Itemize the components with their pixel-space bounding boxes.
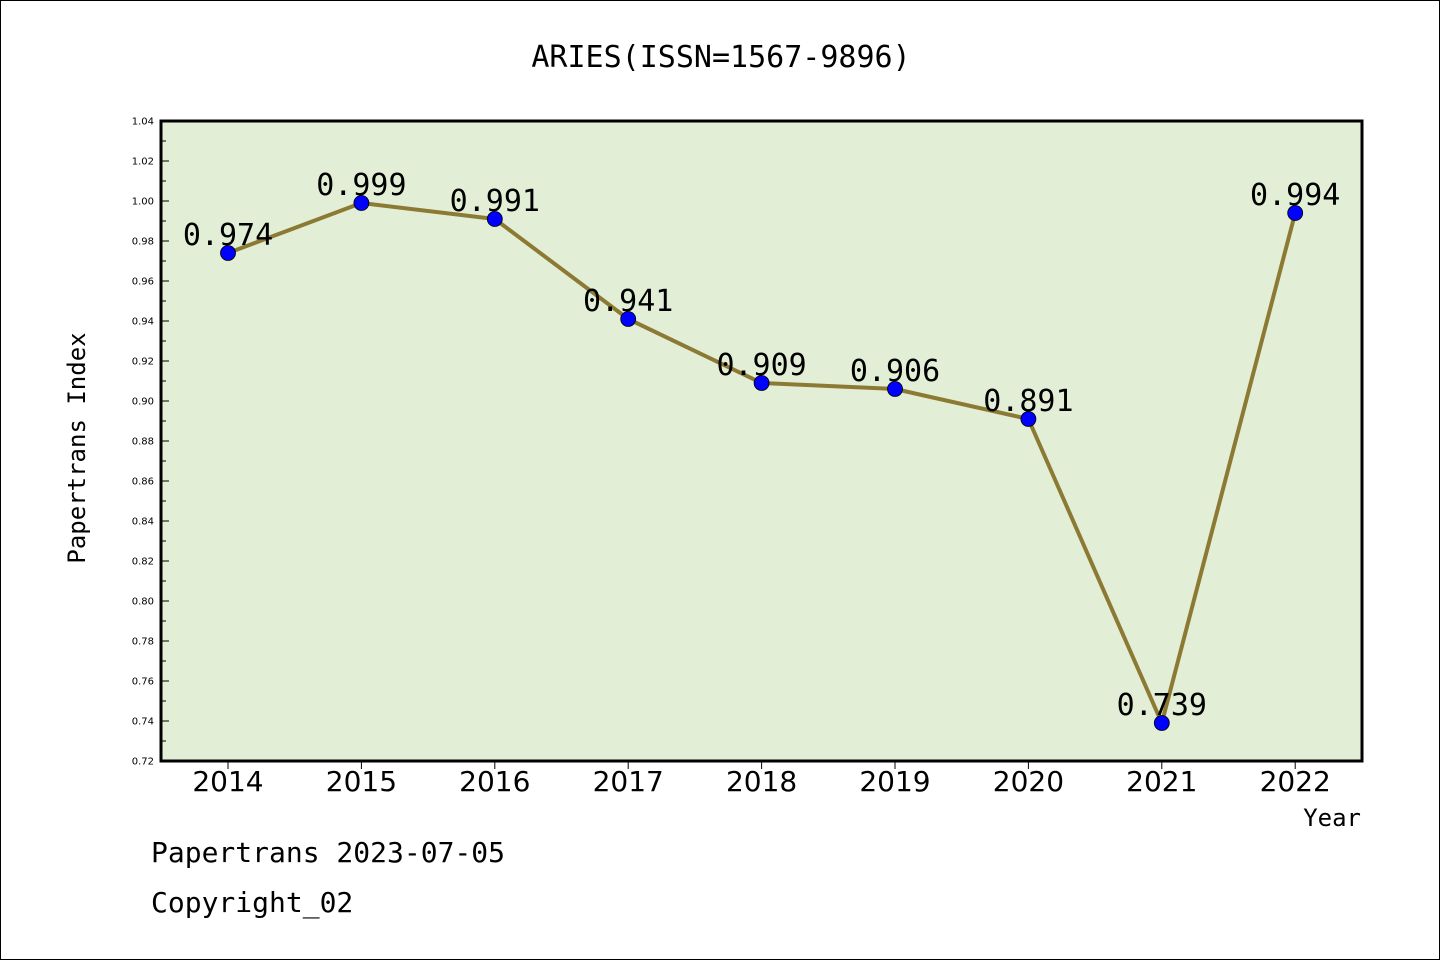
y-axis: 0.72 0.74 0.76 0.78 0.80 0.82 0.84 0.86 0.88 0.90… — [132, 117, 169, 768]
y-tick-label: 0.92 — [132, 357, 154, 368]
y-tick-label: 0.86 — [132, 477, 154, 488]
data-point-marker — [486, 211, 503, 227]
chart-title: ARIES(ISSN=1567-9896) — [531, 40, 910, 75]
x-tick-label: 2022 — [1260, 765, 1331, 798]
x-tick-label: 2015 — [326, 765, 397, 798]
x-tick-label: 2016 — [459, 765, 530, 798]
y-tick-label: 0.98 — [132, 237, 154, 248]
data-label: 0.909 — [716, 348, 806, 383]
x-tick-label: 2020 — [993, 765, 1064, 798]
x-tick-label: 2021 — [1126, 765, 1197, 798]
y-tick-label: 0.76 — [132, 677, 154, 688]
data-markers — [220, 195, 1304, 731]
y-tick-label: 1.02 — [132, 157, 154, 168]
x-axis: 2014 2015 2016 2017 2018 2019 2020 2021 2022 — [192, 761, 1331, 798]
data-point-marker — [1020, 411, 1037, 427]
data-label: 0.906 — [850, 354, 940, 389]
y-tick-label: 1.00 — [132, 197, 154, 208]
y-axis-label: Papertrans Index — [63, 332, 91, 563]
y-tick-label: 0.84 — [132, 517, 154, 528]
x-tick-label: 2017 — [593, 765, 664, 798]
data-label: 0.941 — [583, 284, 673, 319]
y-tick-label: 0.88 — [132, 437, 154, 448]
data-point-marker — [887, 381, 903, 397]
data-label: 0.974 — [183, 218, 273, 253]
data-label: 0.991 — [450, 184, 540, 219]
data-label: 0.999 — [316, 168, 406, 203]
y-tick-label: 0.74 — [132, 717, 154, 728]
data-point-marker — [1287, 205, 1304, 221]
data-point-marker — [620, 311, 637, 327]
plot-area — [159, 119, 1364, 763]
data-point-marker — [1153, 715, 1170, 731]
y-tick-label: 0.94 — [132, 317, 154, 328]
y-tick-label: 0.96 — [132, 277, 154, 288]
data-label: 0.891 — [983, 384, 1073, 419]
y-tick-label: 0.78 — [132, 637, 154, 648]
footer-copyright-text: Copyright_02 — [151, 886, 354, 919]
y-tick-label: 0.90 — [132, 397, 154, 408]
data-labels: 0.974 0.999 0.991 0.941 0.909 0.906 0.891 0.739… — [183, 168, 1341, 723]
data-label: 0.994 — [1250, 178, 1340, 213]
y-tick-label: 0.72 — [132, 757, 154, 768]
data-point-marker — [353, 195, 370, 211]
data-point-marker — [753, 375, 770, 391]
y-tick-label: 1.04 — [132, 117, 154, 128]
y-tick-label: 0.82 — [132, 557, 154, 568]
data-point-marker — [220, 245, 236, 261]
x-tick-label: 2019 — [859, 765, 930, 798]
x-tick-label: 2014 — [192, 765, 263, 798]
x-axis-label: Year — [1303, 804, 1361, 832]
x-tick-label: 2018 — [726, 765, 797, 798]
y-tick-label: 0.80 — [132, 597, 154, 608]
data-label: 0.739 — [1117, 688, 1207, 723]
footer-date-text: Papertrans 2023-07-05 — [151, 836, 506, 869]
